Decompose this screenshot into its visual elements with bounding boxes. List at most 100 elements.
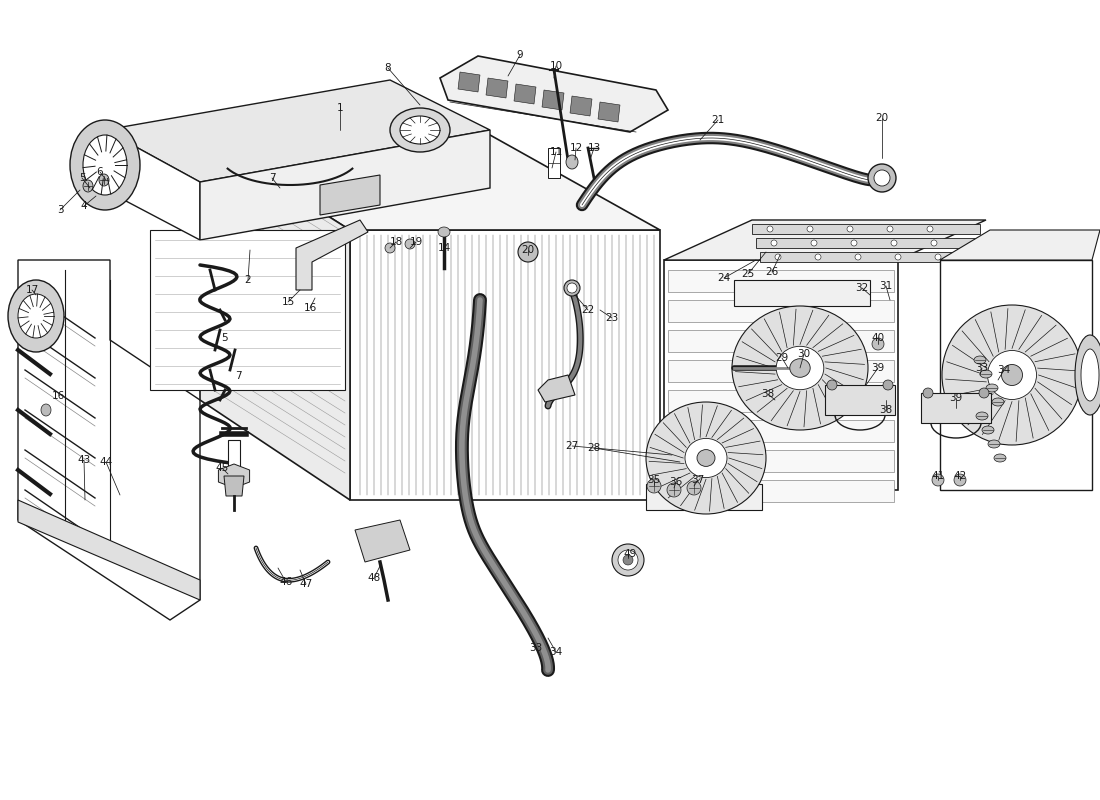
Polygon shape	[664, 260, 898, 490]
Text: 45: 45	[216, 463, 229, 473]
Ellipse shape	[564, 280, 580, 296]
Ellipse shape	[697, 450, 715, 466]
Ellipse shape	[385, 243, 395, 253]
Ellipse shape	[976, 412, 988, 420]
Ellipse shape	[70, 120, 140, 210]
Ellipse shape	[777, 346, 824, 390]
Text: 15: 15	[282, 297, 295, 307]
Ellipse shape	[992, 398, 1004, 406]
Polygon shape	[350, 230, 660, 500]
Polygon shape	[320, 175, 379, 215]
Polygon shape	[514, 84, 536, 104]
Ellipse shape	[623, 555, 632, 565]
Text: 44: 44	[99, 457, 112, 467]
Ellipse shape	[872, 338, 884, 350]
Polygon shape	[668, 270, 894, 292]
Polygon shape	[150, 230, 345, 390]
Text: 40: 40	[871, 333, 884, 343]
Polygon shape	[646, 484, 762, 510]
Ellipse shape	[974, 356, 986, 364]
Text: 25: 25	[741, 269, 755, 279]
Ellipse shape	[1081, 349, 1099, 401]
Text: 39: 39	[871, 363, 884, 373]
Polygon shape	[668, 480, 894, 502]
Ellipse shape	[891, 240, 896, 246]
Text: 43: 43	[77, 455, 90, 465]
Text: 17: 17	[25, 285, 39, 295]
Text: 1: 1	[337, 103, 343, 113]
Ellipse shape	[390, 108, 450, 152]
Ellipse shape	[82, 135, 126, 195]
Text: 23: 23	[605, 313, 618, 323]
Polygon shape	[668, 300, 894, 322]
Polygon shape	[458, 72, 480, 92]
Polygon shape	[548, 148, 560, 178]
Ellipse shape	[776, 254, 781, 260]
Ellipse shape	[566, 283, 578, 293]
Polygon shape	[200, 130, 490, 240]
Polygon shape	[668, 360, 894, 382]
Text: 3: 3	[57, 205, 64, 215]
Polygon shape	[734, 280, 870, 306]
Text: 41: 41	[932, 471, 945, 481]
Polygon shape	[668, 450, 894, 472]
Ellipse shape	[612, 544, 643, 576]
Text: 4: 4	[80, 201, 87, 211]
Ellipse shape	[518, 242, 538, 262]
Polygon shape	[752, 224, 980, 234]
Ellipse shape	[923, 388, 933, 398]
Text: 7: 7	[234, 371, 241, 381]
Polygon shape	[598, 102, 620, 122]
Polygon shape	[940, 230, 1100, 260]
Polygon shape	[921, 393, 991, 423]
Ellipse shape	[827, 380, 837, 390]
Text: 11: 11	[549, 147, 562, 157]
Text: 7: 7	[268, 173, 275, 183]
Text: 20: 20	[876, 113, 889, 123]
Ellipse shape	[851, 240, 857, 246]
Text: 26: 26	[766, 267, 779, 277]
Polygon shape	[825, 385, 895, 415]
Polygon shape	[668, 420, 894, 442]
Polygon shape	[200, 135, 350, 500]
Text: 16: 16	[52, 391, 65, 401]
Ellipse shape	[400, 116, 440, 144]
Ellipse shape	[767, 226, 773, 232]
Polygon shape	[538, 375, 575, 402]
Polygon shape	[668, 330, 894, 352]
Text: 32: 32	[856, 283, 869, 293]
Polygon shape	[440, 56, 668, 132]
Polygon shape	[760, 252, 984, 262]
Text: 24: 24	[717, 273, 730, 283]
Ellipse shape	[732, 306, 868, 430]
Text: 2: 2	[244, 275, 251, 285]
Polygon shape	[104, 130, 200, 240]
Polygon shape	[668, 390, 894, 412]
Text: 38: 38	[761, 389, 774, 399]
Text: 12: 12	[570, 143, 583, 153]
Polygon shape	[224, 476, 244, 496]
Ellipse shape	[771, 240, 777, 246]
Polygon shape	[18, 500, 200, 600]
Text: 18: 18	[389, 237, 403, 247]
Text: 13: 13	[587, 143, 601, 153]
Ellipse shape	[566, 155, 578, 169]
Ellipse shape	[815, 254, 821, 260]
Ellipse shape	[438, 227, 450, 237]
Ellipse shape	[979, 388, 989, 398]
Text: 37: 37	[692, 475, 705, 485]
Ellipse shape	[1001, 365, 1023, 386]
Polygon shape	[200, 135, 660, 230]
Text: 19: 19	[409, 237, 422, 247]
Ellipse shape	[855, 254, 861, 260]
Ellipse shape	[942, 305, 1082, 445]
Polygon shape	[940, 260, 1092, 490]
Ellipse shape	[688, 481, 701, 495]
Ellipse shape	[883, 380, 893, 390]
Ellipse shape	[988, 350, 1036, 399]
Polygon shape	[355, 520, 410, 562]
Polygon shape	[219, 464, 250, 488]
Ellipse shape	[790, 358, 811, 378]
Text: 20: 20	[521, 245, 535, 255]
Ellipse shape	[667, 483, 681, 497]
